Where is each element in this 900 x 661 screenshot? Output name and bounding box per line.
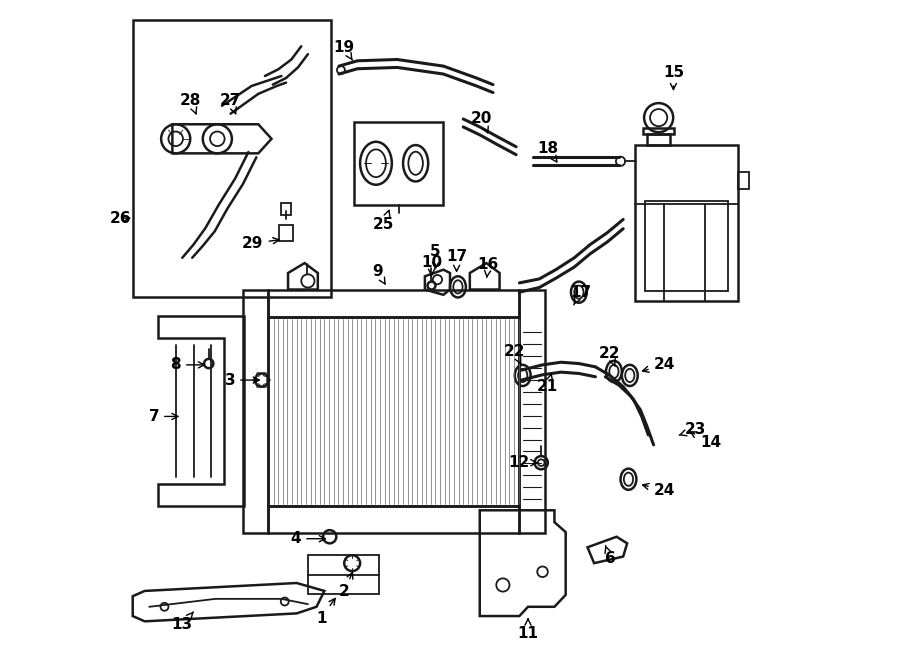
Text: 22: 22 — [504, 344, 526, 364]
Text: 17: 17 — [446, 249, 467, 271]
Bar — [268, 317, 519, 506]
Text: 9: 9 — [372, 264, 385, 284]
Bar — [737, 173, 750, 189]
Text: 3: 3 — [225, 373, 259, 387]
Text: 26: 26 — [110, 211, 131, 225]
Text: 18: 18 — [537, 141, 558, 162]
Text: 13: 13 — [172, 612, 194, 632]
Bar — [635, 145, 737, 301]
Text: 19: 19 — [334, 40, 355, 60]
Text: 22: 22 — [599, 346, 621, 366]
Text: 14: 14 — [690, 432, 721, 450]
Text: 15: 15 — [663, 65, 684, 89]
Bar — [281, 203, 292, 215]
Bar — [280, 225, 292, 241]
Text: 17: 17 — [571, 285, 591, 305]
Text: 1: 1 — [316, 598, 335, 625]
Bar — [645, 201, 727, 291]
Text: 20: 20 — [471, 112, 492, 133]
Bar — [647, 134, 670, 145]
Text: 21: 21 — [537, 373, 559, 394]
Text: 4: 4 — [291, 531, 326, 546]
Text: 23: 23 — [680, 422, 706, 437]
Bar — [243, 290, 268, 533]
Text: 25: 25 — [374, 210, 394, 232]
Bar — [519, 290, 544, 533]
Text: 24: 24 — [643, 358, 675, 372]
Text: 27: 27 — [220, 93, 241, 114]
Text: 11: 11 — [518, 619, 538, 641]
Bar — [644, 128, 674, 134]
Bar — [132, 20, 331, 297]
Text: 2: 2 — [339, 572, 353, 599]
Text: 16: 16 — [478, 257, 499, 278]
Text: 12: 12 — [508, 455, 537, 470]
Text: 5: 5 — [430, 244, 441, 268]
Bar — [308, 555, 379, 594]
Bar — [268, 506, 519, 533]
Bar — [268, 290, 519, 317]
Text: 6: 6 — [605, 545, 616, 566]
Bar — [355, 122, 444, 205]
Text: 24: 24 — [643, 483, 675, 498]
Text: 7: 7 — [148, 409, 178, 424]
Text: 10: 10 — [421, 255, 442, 276]
Text: 28: 28 — [180, 93, 202, 114]
Text: 8: 8 — [170, 358, 204, 372]
Text: 29: 29 — [242, 236, 279, 251]
